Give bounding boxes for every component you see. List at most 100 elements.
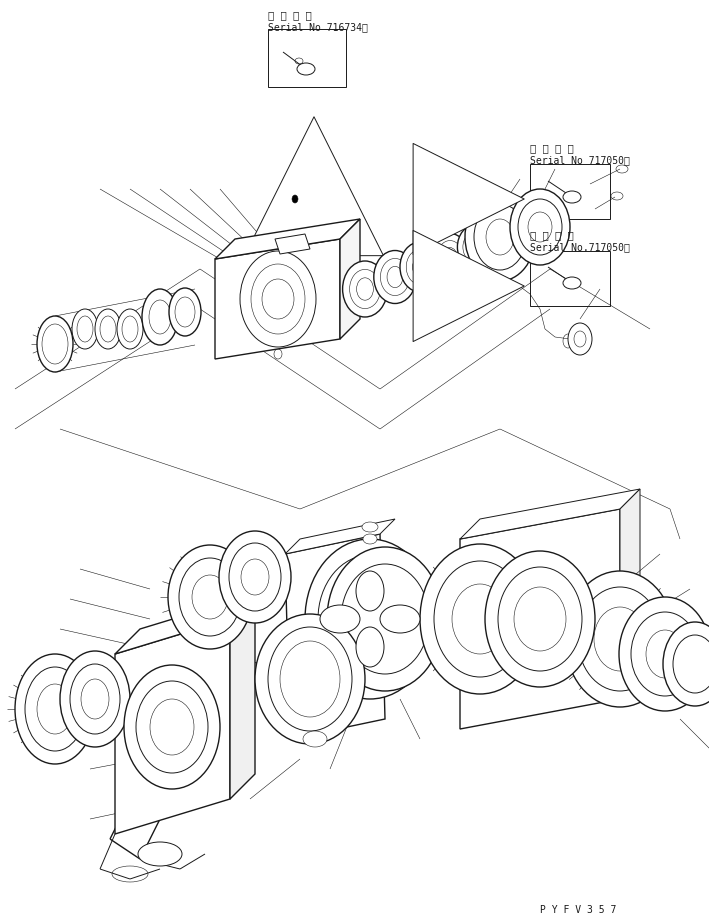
Ellipse shape — [356, 628, 384, 667]
Polygon shape — [285, 519, 395, 554]
Polygon shape — [620, 490, 640, 699]
Text: Serial No.717050～: Serial No.717050～ — [530, 242, 630, 252]
Ellipse shape — [350, 270, 381, 310]
Text: 適 用 号 機: 適 用 号 機 — [530, 230, 574, 240]
Ellipse shape — [37, 317, 73, 372]
Ellipse shape — [136, 681, 208, 773]
Ellipse shape — [457, 226, 493, 269]
Ellipse shape — [168, 545, 252, 650]
Ellipse shape — [77, 317, 93, 343]
Ellipse shape — [72, 310, 98, 349]
Ellipse shape — [95, 310, 121, 349]
Ellipse shape — [381, 259, 410, 296]
Ellipse shape — [474, 205, 526, 271]
Ellipse shape — [25, 667, 85, 751]
Ellipse shape — [229, 543, 281, 611]
Ellipse shape — [150, 699, 194, 755]
Ellipse shape — [485, 551, 595, 687]
Polygon shape — [215, 220, 360, 260]
Ellipse shape — [292, 196, 298, 204]
Ellipse shape — [443, 248, 457, 267]
Ellipse shape — [574, 332, 586, 347]
Bar — [530, 252, 610, 307]
Ellipse shape — [70, 664, 120, 734]
Ellipse shape — [297, 64, 315, 76]
Ellipse shape — [341, 564, 429, 675]
Polygon shape — [115, 619, 230, 834]
Ellipse shape — [363, 535, 377, 544]
Polygon shape — [275, 234, 310, 255]
Ellipse shape — [568, 323, 592, 356]
Ellipse shape — [362, 522, 378, 532]
Ellipse shape — [380, 606, 420, 633]
Ellipse shape — [327, 548, 443, 691]
Ellipse shape — [192, 575, 228, 619]
Polygon shape — [460, 490, 640, 539]
Bar — [530, 165, 610, 220]
Ellipse shape — [463, 233, 487, 263]
Ellipse shape — [563, 278, 581, 289]
Ellipse shape — [100, 317, 116, 343]
Ellipse shape — [594, 607, 646, 671]
Ellipse shape — [262, 279, 294, 320]
Ellipse shape — [510, 190, 570, 266]
Ellipse shape — [498, 567, 582, 671]
Ellipse shape — [149, 301, 171, 335]
Ellipse shape — [387, 267, 403, 289]
Text: Serial No 717050～: Serial No 717050～ — [530, 154, 630, 165]
Ellipse shape — [240, 252, 316, 347]
Ellipse shape — [465, 194, 535, 282]
Ellipse shape — [268, 628, 352, 732]
Text: 適 用 号 機: 適 用 号 機 — [268, 10, 312, 20]
Ellipse shape — [280, 641, 340, 717]
Ellipse shape — [420, 544, 540, 694]
Ellipse shape — [619, 597, 709, 711]
Polygon shape — [340, 220, 360, 340]
Ellipse shape — [631, 612, 699, 697]
Ellipse shape — [303, 732, 327, 747]
Ellipse shape — [486, 220, 514, 255]
Ellipse shape — [356, 572, 384, 611]
Ellipse shape — [175, 298, 195, 328]
Polygon shape — [215, 240, 340, 359]
Text: 適 用 号 機: 適 用 号 機 — [530, 142, 574, 153]
Ellipse shape — [255, 614, 365, 744]
Ellipse shape — [42, 324, 68, 365]
Polygon shape — [285, 535, 385, 739]
Bar — [268, 30, 346, 88]
Ellipse shape — [663, 622, 709, 706]
Ellipse shape — [673, 635, 709, 693]
Ellipse shape — [335, 576, 405, 663]
Ellipse shape — [169, 289, 201, 336]
Polygon shape — [460, 509, 620, 729]
Text: Serial No 716734～: Serial No 716734～ — [268, 22, 368, 32]
Ellipse shape — [342, 262, 387, 318]
Ellipse shape — [117, 310, 143, 349]
Polygon shape — [115, 595, 255, 654]
Ellipse shape — [318, 555, 422, 683]
Ellipse shape — [219, 531, 291, 623]
Ellipse shape — [563, 192, 581, 204]
Ellipse shape — [179, 559, 241, 636]
Ellipse shape — [305, 539, 435, 699]
Ellipse shape — [431, 234, 469, 281]
Ellipse shape — [578, 587, 662, 691]
Ellipse shape — [138, 842, 182, 866]
Ellipse shape — [15, 654, 95, 765]
Ellipse shape — [320, 606, 360, 633]
Ellipse shape — [124, 665, 220, 789]
Text: P Y F V 3 5 7: P Y F V 3 5 7 — [540, 904, 616, 914]
Ellipse shape — [241, 560, 269, 596]
Ellipse shape — [142, 289, 178, 346]
Polygon shape — [230, 595, 255, 800]
Ellipse shape — [469, 239, 481, 256]
Ellipse shape — [122, 317, 138, 343]
Ellipse shape — [514, 587, 566, 652]
Ellipse shape — [251, 265, 305, 335]
Ellipse shape — [406, 250, 434, 285]
Ellipse shape — [437, 242, 463, 274]
Ellipse shape — [81, 679, 109, 720]
Ellipse shape — [528, 213, 552, 243]
Ellipse shape — [518, 199, 562, 255]
Ellipse shape — [60, 652, 130, 747]
